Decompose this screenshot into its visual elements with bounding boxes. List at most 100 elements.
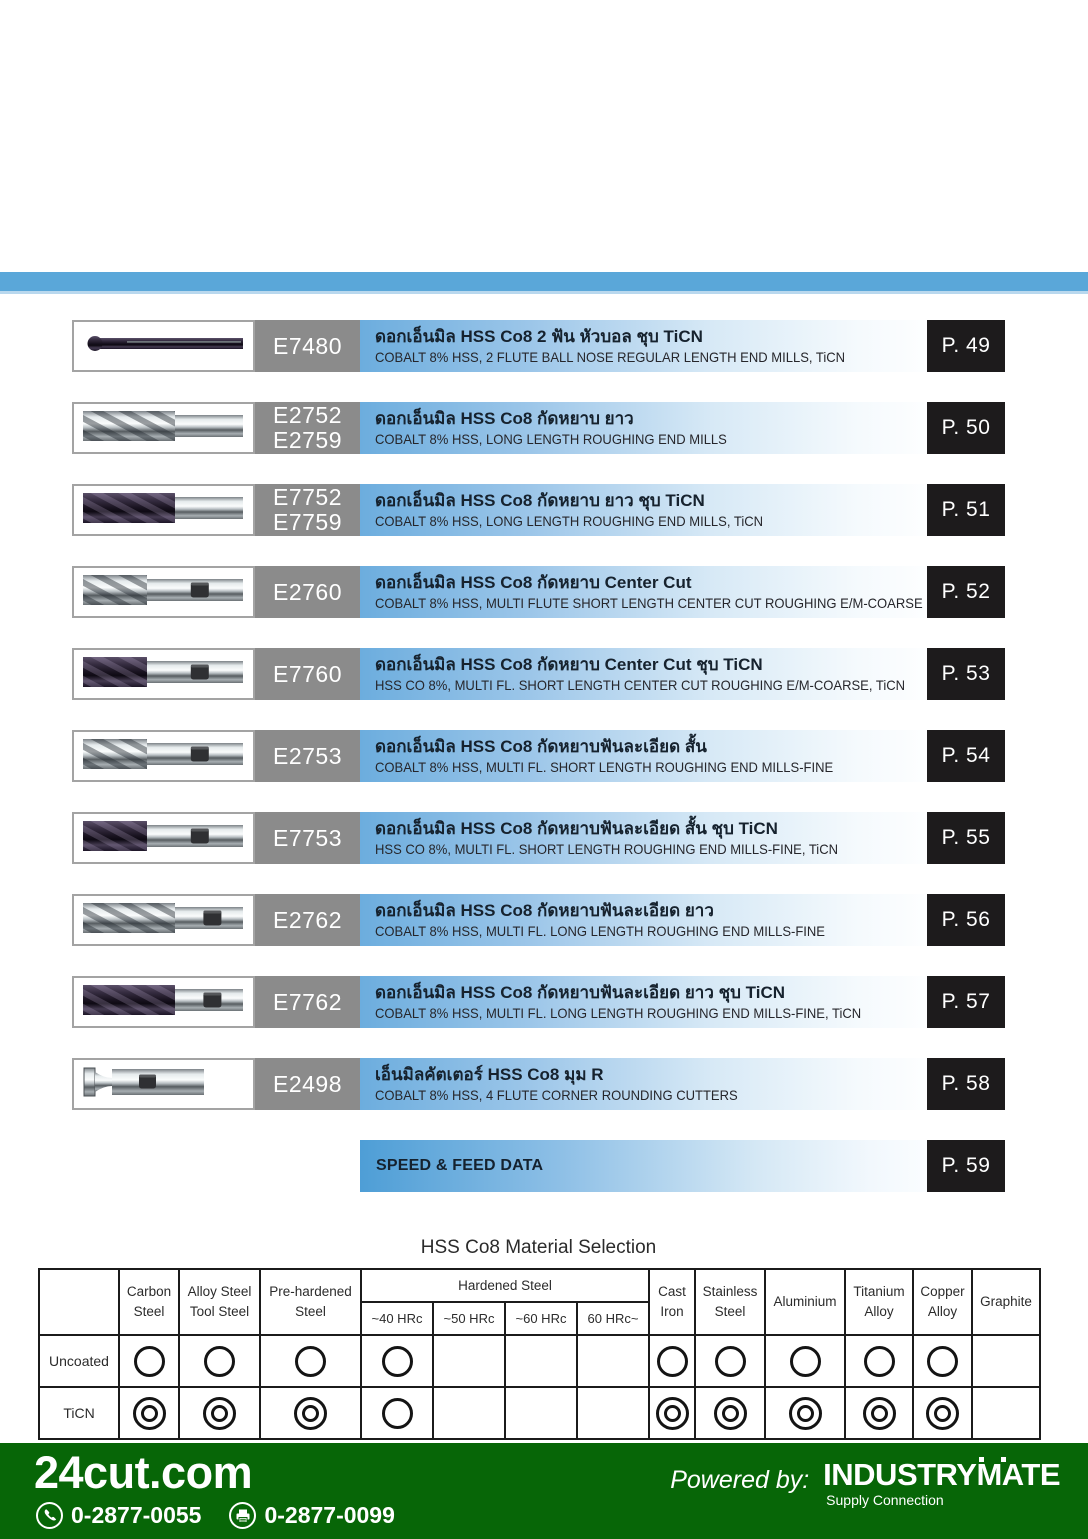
marker-single-ring-icon [764, 1334, 846, 1388]
product-title-en: COBALT 8% HSS, MULTI FL. LONG LENGTH ROU… [375, 922, 826, 939]
page-ref: P. 58 [941, 1072, 991, 1095]
speed-feed-row: SPEED & FEED DATA P. 59 [360, 1140, 1005, 1192]
marker-empty-cell [504, 1386, 578, 1440]
product-code: E2762 [272, 906, 342, 933]
marker-single-ring-icon [178, 1334, 261, 1388]
product-code: E7480 [272, 332, 342, 359]
phone-icon [36, 1502, 63, 1529]
product-title-th: ดอกเอ็นมิล HSS Co8 กัดหยาบ Center Cut ชุ… [375, 655, 763, 675]
marker-double-ring-icon [694, 1386, 766, 1440]
coating-label: TiCN [38, 1386, 120, 1440]
product-code: E7760 [272, 660, 342, 687]
product-title-th: เอ็นมิลคัตเตอร์ HSS Co8 มุม R [375, 1065, 604, 1085]
product-title-en: COBALT 8% HSS, LONG LENGTH ROUGHING END … [375, 430, 727, 447]
product-row: E2760 ดอกเอ็นมิล HSS Co8 กัดหยาบ Center … [72, 566, 1005, 618]
product-row: E7480 ดอกเอ็นมิล HSS Co8 2 ฟัน หัวบอล ชุ… [72, 320, 1005, 372]
product-code: E2752 [272, 402, 342, 429]
product-description-band: ดอกเอ็นมิล HSS Co8 กัดหยาบ Center Cut CO… [360, 566, 927, 618]
marker-single-ring-icon [118, 1334, 180, 1388]
col-alloy-tool-steel: Alloy Steel Tool Steel [178, 1268, 261, 1336]
material-table-body: Uncoated TiCN [38, 1334, 1041, 1440]
marker-empty-cell [432, 1386, 506, 1440]
product-description-band: เอ็นมิลคัตเตอร์ HSS Co8 มุม R COBALT 8% … [360, 1058, 927, 1110]
col-titanium-alloy: Titanium Alloy [844, 1268, 914, 1336]
product-image-box [72, 648, 255, 700]
product-code-box: E2753 [255, 730, 360, 782]
end-mill-image [81, 406, 247, 451]
product-code: E2759 [272, 427, 342, 453]
product-title-en: COBALT 8% HSS, MULTI FL. LONG LENGTH ROU… [375, 1004, 862, 1021]
product-title-th: ดอกเอ็นมิล HSS Co8 กัดหยาบฟันละเอียด สั้… [375, 737, 707, 757]
end-mill-image [81, 652, 247, 697]
page-ref: P. 54 [941, 744, 991, 767]
marker-double-ring-icon [259, 1386, 362, 1440]
product-title-en: COBALT 8% HSS, MULTI FL. SHORT LENGTH RO… [375, 758, 834, 775]
marker-single-ring-icon [844, 1334, 914, 1388]
marker-double-ring-icon [118, 1386, 180, 1440]
marker-empty-cell [576, 1386, 650, 1440]
col-copper-alloy: Copper Alloy [912, 1268, 973, 1336]
col-hrc40: ~40 HRc [360, 1301, 434, 1336]
product-row: E7762 ดอกเอ็นมิล HSS Co8 กัดหยาบฟันละเอี… [72, 976, 1005, 1028]
marker-single-ring-icon [694, 1334, 766, 1388]
product-row: E2762 ดอกเอ็นมิล HSS Co8 กัดหยาบฟันละเอี… [72, 894, 1005, 946]
end-mill-image [81, 898, 247, 943]
product-code-box: E2762 [255, 894, 360, 946]
product-image-box [72, 1058, 255, 1110]
marker-double-ring-icon [764, 1386, 846, 1440]
col-stainless-steel: Stainless Steel [694, 1268, 766, 1336]
product-image-box [72, 402, 255, 454]
col-hardened-steel-group: Hardened Steel [360, 1268, 650, 1303]
brand-name: INDUSTRYMATE [823, 1457, 1060, 1492]
product-description-band: ดอกเอ็นมิล HSS Co8 2 ฟัน หัวบอล ชุบ TiCN… [360, 320, 927, 372]
col-aluminium: Aluminium [764, 1268, 846, 1336]
product-code: E7759 [272, 509, 342, 535]
page-ref: P. 52 [941, 580, 991, 603]
col-prehardened-steel: Pre-hardened Steel [259, 1268, 362, 1336]
product-title-th: ดอกเอ็นมิล HSS Co8 กัดหยาบฟันละเอียด ยาว… [375, 983, 786, 1003]
product-title-th: ดอกเอ็นมิล HSS Co8 กัดหยาบ Center Cut [375, 573, 692, 593]
product-image-box [72, 566, 255, 618]
product-code-box: E7752 E7759 [255, 484, 360, 536]
marker-double-ring-icon [912, 1386, 973, 1440]
product-title-en: COBALT 8% HSS, MULTI FLUTE SHORT LENGTH … [375, 594, 923, 611]
product-description-band: ดอกเอ็นมิล HSS Co8 กัดหยาบ Center Cut ชุ… [360, 648, 927, 700]
product-title-th: ดอกเอ็นมิล HSS Co8 2 ฟัน หัวบอล ชุบ TiCN [375, 327, 703, 347]
printer-icon [229, 1502, 257, 1529]
page-ref: P. 49 [941, 334, 991, 357]
page-ref-box: P. 54 [927, 730, 1005, 782]
coating-label: Uncoated [38, 1334, 120, 1388]
col-hrc50: ~50 HRc [432, 1301, 506, 1336]
product-image-box [72, 730, 255, 782]
col-hrc60plus: 60 HRc~ [576, 1301, 650, 1336]
marker-double-ring-icon [648, 1386, 696, 1440]
page-ref-box: P. 52 [927, 566, 1005, 618]
page-ref: P. 51 [941, 498, 991, 521]
product-list: E7480 ดอกเอ็นมิล HSS Co8 2 ฟัน หัวบอล ชุ… [72, 320, 1005, 1110]
product-title-en: COBALT 8% HSS, LONG LENGTH ROUGHING END … [375, 512, 764, 529]
brand-dot-decoration [1000, 1457, 1006, 1462]
product-description-band: ดอกเอ็นมิล HSS Co8 กัดหยาบฟันละเอียด สั้… [360, 730, 927, 782]
product-description-band: ดอกเอ็นมิล HSS Co8 กัดหยาบ ยาว COBALT 8%… [360, 402, 927, 454]
product-code-box: E2752 E2759 [255, 402, 360, 454]
product-title-th: ดอกเอ็นมิล HSS Co8 กัดหยาบฟันละเอียด สั้… [375, 819, 778, 839]
product-description-band: ดอกเอ็นมิล HSS Co8 กัดหยาบฟันละเอียด สั้… [360, 812, 927, 864]
product-code-box: E7760 [255, 648, 360, 700]
site-logo: 24cut.com [34, 1447, 253, 1498]
product-description-band: ดอกเอ็นมิล HSS Co8 กัดหยาบ ยาว ชุบ TiCN … [360, 484, 927, 536]
product-code: E2760 [272, 578, 342, 605]
footer-bar: 24cut.com 0-2877-0055 0-2877-0099 Powere… [0, 1443, 1088, 1539]
product-title-th: ดอกเอ็นมิล HSS Co8 กัดหยาบ ยาว ชุบ TiCN [375, 491, 705, 511]
product-title-en: HSS CO 8%, MULTI FL. SHORT LENGTH CENTER… [375, 676, 906, 693]
brand-subtitle: Supply Connection [826, 1491, 944, 1508]
powered-by-label: Powered by: [670, 1466, 810, 1494]
product-description-band: ดอกเอ็นมิล HSS Co8 กัดหยาบฟันละเอียด ยาว… [360, 976, 927, 1028]
col-graphite: Graphite [971, 1268, 1041, 1336]
page-ref: P. 55 [941, 826, 991, 849]
product-code-box: E7480 [255, 320, 360, 372]
col-cast-iron: Cast Iron [648, 1268, 696, 1336]
page-ref: P. 50 [941, 416, 991, 439]
marker-double-ring-icon [844, 1386, 914, 1440]
page-ref-box: P. 58 [927, 1058, 1005, 1110]
